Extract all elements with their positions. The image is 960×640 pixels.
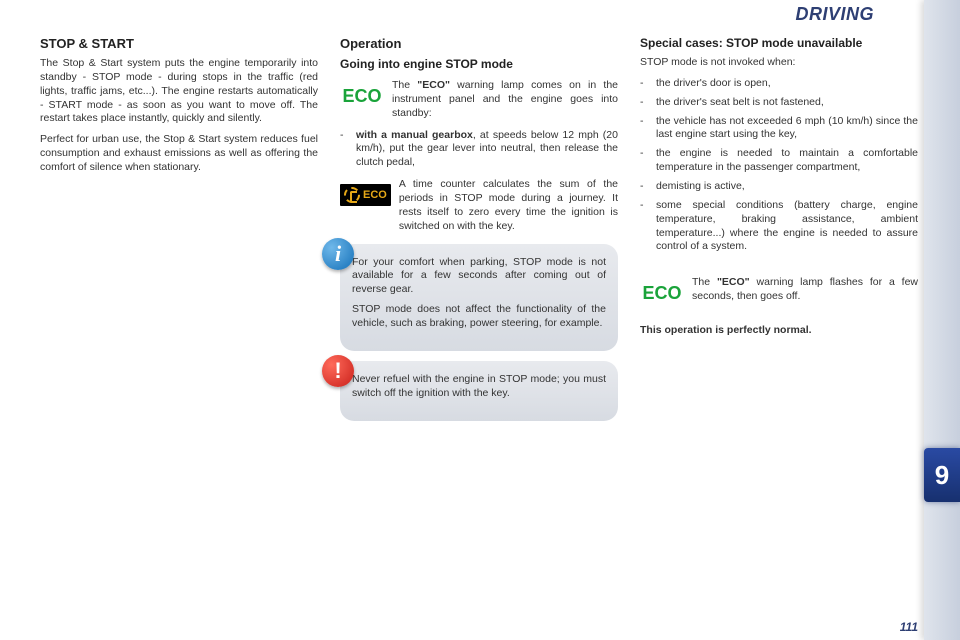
right-sidebar: 9 bbox=[924, 0, 960, 640]
stop-start-title: STOP & START bbox=[40, 36, 318, 51]
section-header: DRIVING bbox=[795, 4, 874, 25]
info-p1: For your comfort when parking, STOP mode… bbox=[352, 256, 606, 298]
eco-amber-icon: ECO bbox=[340, 178, 391, 212]
eco-flash-desc: The "ECO" warning lamp flashes for a few… bbox=[692, 276, 918, 310]
time-counter-text: A time counter calculates the sum of the… bbox=[399, 178, 618, 233]
special-list: the driver's door is open, the driver's … bbox=[640, 77, 918, 254]
column-2: Operation Going into engine STOP mode EC… bbox=[340, 36, 618, 431]
list-item: the driver's seat belt is not fastened, bbox=[640, 96, 918, 110]
gearbox-list: with a manual gearbox, at speeds below 1… bbox=[340, 129, 618, 171]
content-area: DRIVING STOP & START The Stop & Start sy… bbox=[0, 0, 924, 640]
eco-green-block: ECO The "ECO" warning lamp comes on in t… bbox=[340, 79, 618, 121]
eco-green-icon: ECO bbox=[340, 79, 384, 113]
info-icon: i bbox=[322, 238, 354, 270]
closing-note: This operation is perfectly normal. bbox=[640, 324, 918, 338]
info-callout: i For your comfort when parking, STOP mo… bbox=[340, 244, 618, 351]
list-item: demisting is active, bbox=[640, 180, 918, 194]
list-item: some special conditions (battery charge,… bbox=[640, 199, 918, 254]
eco-flash-green: ECO bbox=[642, 283, 681, 304]
special-intro: STOP mode is not invoked when: bbox=[640, 56, 918, 70]
operation-title: Operation bbox=[340, 36, 618, 51]
special-cases-title: Special cases: STOP mode unavailable bbox=[640, 36, 918, 50]
flash-bold: "ECO" bbox=[717, 276, 750, 288]
list-item: the driver's door is open, bbox=[640, 77, 918, 91]
eco-flash-icon: ECO bbox=[640, 276, 684, 310]
warn-p1: Never refuel with the engine in STOP mod… bbox=[352, 373, 606, 401]
list-item: the vehicle has not exceeded 6 mph (10 k… bbox=[640, 115, 918, 143]
stop-start-para1: The Stop & Start system puts the engine … bbox=[40, 57, 318, 126]
column-3: Special cases: STOP mode unavailable STO… bbox=[640, 36, 918, 431]
stop-start-para2: Perfect for urban use, the Stop & Start … bbox=[40, 133, 318, 175]
page: DRIVING STOP & START The Stop & Start sy… bbox=[0, 0, 960, 640]
warning-icon: ! bbox=[322, 355, 354, 387]
list-item: the engine is needed to maintain a comfo… bbox=[640, 147, 918, 175]
eco-green-desc: The "ECO" warning lamp comes on in the i… bbox=[392, 79, 618, 121]
eco-bold: "ECO" bbox=[417, 79, 450, 91]
eco-amber-text: ECO bbox=[363, 189, 387, 201]
flash-pre: The bbox=[692, 276, 717, 288]
three-columns: STOP & START The Stop & Start system put… bbox=[40, 36, 918, 431]
column-1: STOP & START The Stop & Start system put… bbox=[40, 36, 318, 431]
info-p2: STOP mode does not affect the functional… bbox=[352, 303, 606, 331]
eco-flash-block: ECO The "ECO" warning lamp flashes for a… bbox=[640, 276, 918, 310]
eco-pre: The bbox=[392, 79, 417, 91]
going-stop-subtitle: Going into engine STOP mode bbox=[340, 57, 618, 71]
eco-amber-block: ECO A time counter calculates the sum of… bbox=[340, 178, 618, 233]
gearbox-bold: with a manual gearbox bbox=[356, 129, 473, 141]
chapter-tab: 9 bbox=[924, 448, 960, 502]
warn-callout: ! Never refuel with the engine in STOP m… bbox=[340, 361, 618, 421]
gearbox-item: with a manual gearbox, at speeds below 1… bbox=[340, 129, 618, 171]
page-number: 111 bbox=[900, 620, 918, 634]
eco-green-text: ECO bbox=[342, 86, 381, 107]
